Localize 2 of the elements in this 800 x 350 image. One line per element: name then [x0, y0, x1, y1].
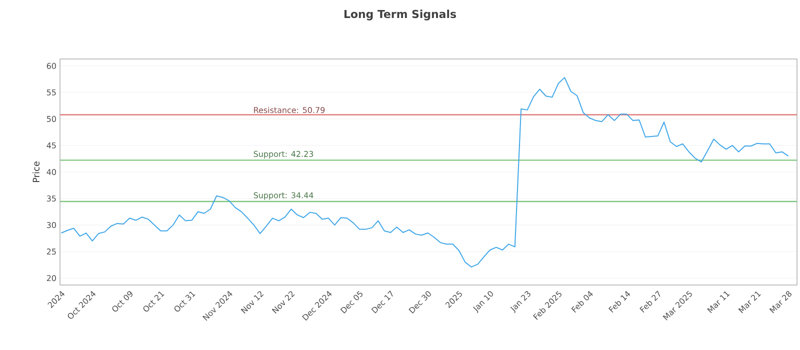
chart-title: Long Term Signals	[344, 10, 456, 20]
y-axis-title: Price	[32, 162, 40, 182]
